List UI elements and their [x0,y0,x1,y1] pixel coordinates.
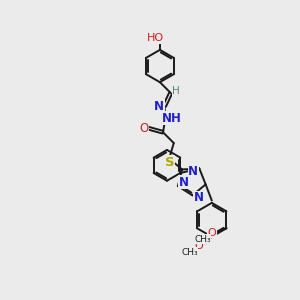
Text: N: N [188,165,198,178]
Text: N: N [194,191,204,204]
Text: O: O [194,241,203,251]
Text: O: O [208,228,216,238]
Text: CH₃: CH₃ [181,248,198,257]
Text: NH: NH [162,112,182,125]
Text: S: S [165,156,175,169]
Text: N: N [154,100,164,112]
Text: CH₃: CH₃ [194,235,211,244]
Text: O: O [139,122,148,135]
Text: HO: HO [147,33,164,43]
Text: N: N [179,176,189,189]
Text: H: H [172,86,180,96]
